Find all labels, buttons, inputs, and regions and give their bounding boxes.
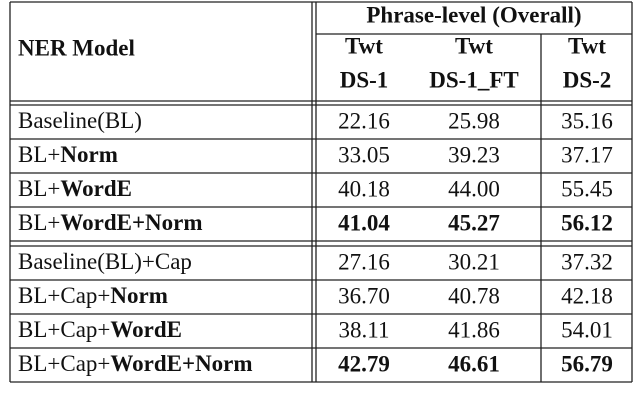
cell-value: 27.16	[338, 249, 390, 274]
label-part: BL+Cap+	[18, 283, 110, 308]
label-part: WordE	[110, 317, 182, 342]
label-part: BL+	[18, 210, 60, 235]
row-label: BL+WordE+Norm	[18, 210, 203, 235]
row-label: BL+Norm	[18, 142, 118, 167]
cell-value: 39.23	[448, 142, 500, 167]
row-label: BL+WordE	[18, 176, 132, 201]
row-label: BL+Cap+WordE	[18, 317, 182, 342]
cell-value: 42.79	[338, 351, 390, 376]
column-header: Twt	[455, 33, 493, 58]
label-part: WordE+Norm	[110, 351, 252, 376]
column-header: DS-1_FT	[429, 67, 518, 92]
column-header: DS-2	[563, 67, 612, 92]
cell-value: 45.27	[448, 210, 500, 235]
row-label: Baseline(BL)+Cap	[18, 249, 192, 274]
cell-value: 41.04	[338, 210, 390, 235]
model-header: NER Model	[18, 35, 135, 60]
cell-value: 22.16	[338, 108, 390, 133]
cell-value: 37.32	[561, 249, 613, 274]
column-header: Twt	[345, 33, 383, 58]
cell-value: 44.00	[448, 176, 500, 201]
cell-value: 42.18	[561, 283, 613, 308]
label-part: Baseline(BL)	[18, 108, 142, 133]
cell-value: 35.16	[561, 108, 613, 133]
label-part: WordE+Norm	[60, 210, 202, 235]
label-part: BL+Cap+	[18, 317, 110, 342]
label-part: Norm	[60, 142, 117, 167]
label-part: WordE	[60, 176, 132, 201]
cell-value: 33.05	[338, 142, 390, 167]
group-header: Phrase-level (Overall)	[366, 2, 581, 27]
column-header: Twt	[568, 33, 606, 58]
cell-value: 30.21	[448, 249, 500, 274]
cell-value: 36.70	[338, 283, 390, 308]
column-header: DS-1	[340, 67, 389, 92]
row-label: BL+Cap+Norm	[18, 283, 168, 308]
label-part: Norm	[110, 283, 167, 308]
label-part: Baseline(BL)+Cap	[18, 249, 192, 274]
cell-value: 56.12	[561, 210, 613, 235]
cell-value: 40.18	[338, 176, 390, 201]
label-part: BL+Cap+	[18, 351, 110, 376]
cell-value: 41.86	[448, 317, 500, 342]
row-label: Baseline(BL)	[18, 108, 142, 133]
cell-value: 55.45	[561, 176, 613, 201]
cell-value: 54.01	[561, 317, 613, 342]
cell-value: 40.78	[448, 283, 500, 308]
cell-value: 25.98	[448, 108, 500, 133]
cell-value: 46.61	[448, 351, 500, 376]
cell-value: 56.79	[561, 351, 613, 376]
cell-value: 38.11	[339, 317, 390, 342]
label-part: BL+	[18, 176, 60, 201]
label-part: BL+	[18, 142, 60, 167]
row-label: BL+Cap+WordE+Norm	[18, 351, 253, 376]
cell-value: 37.17	[561, 142, 613, 167]
